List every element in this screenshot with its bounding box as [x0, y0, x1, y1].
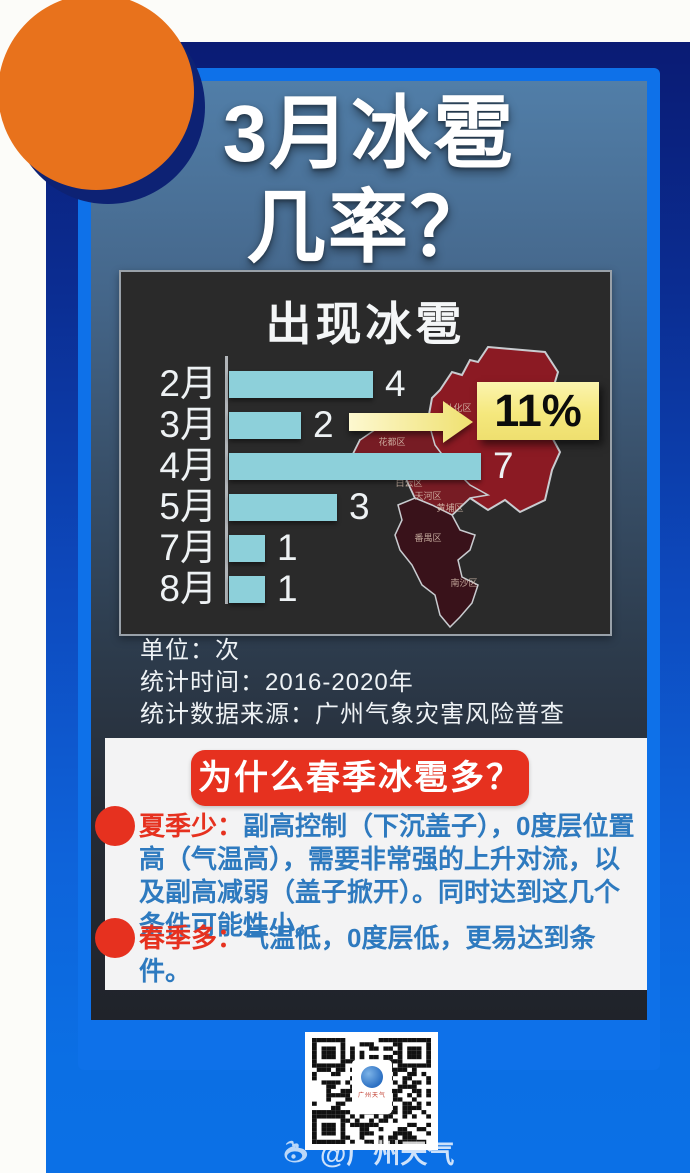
value-label: 2	[313, 404, 334, 445]
bar	[229, 412, 301, 439]
value-label: 7	[493, 445, 514, 486]
main-panel-inner: 3月冰雹 几率？ 从化区 花都区 白云区 天河区 黄埔区 番禺区 南沙区 出现冰雹 2月 4 3…	[91, 81, 647, 1020]
district-label: 白云区	[395, 477, 422, 488]
chart-axis	[225, 356, 228, 604]
value-label: 4	[385, 363, 406, 404]
value-label: 1	[277, 527, 298, 568]
value-label: 1	[277, 568, 298, 609]
category-label: 5月	[159, 486, 217, 527]
qa-question-banner: 为什么春季冰雹多？	[191, 750, 529, 806]
main-panel: 3月冰雹 几率？ 从化区 花都区 白云区 天河区 黄埔区 番禺区 南沙区 出现冰雹 2月 4 3…	[78, 68, 660, 1070]
qr-logo-label: 广州天气	[357, 1093, 386, 1099]
qa-answer-spring-lead: 春季多：	[139, 923, 244, 953]
chart-row: 8月 1	[121, 568, 601, 609]
bullet-dot-icon	[95, 918, 135, 958]
bar	[229, 371, 373, 398]
bullet-dot-icon	[95, 806, 135, 846]
category-label: 7月	[159, 527, 217, 568]
chart-row: 2月 4	[121, 363, 601, 404]
qa-answer-summer-lead: 夏季少：	[139, 811, 244, 841]
bar	[229, 535, 265, 562]
value-label: 3	[349, 486, 370, 527]
map-region-south	[394, 497, 479, 629]
qa-answer-spring-body: 气温低，0度层低，更易达到条件。	[139, 923, 596, 986]
district-label: 黄埔区	[436, 502, 463, 513]
category-label: 8月	[159, 568, 217, 609]
chart-notes: 单位：次 统计时间：2016-2020年 统计数据来源：广州气象灾害风险普查	[140, 635, 620, 731]
qa-answer-summer-body: 副高控制（下沉盖子），0度层位置高（气温高），需要非常强的上升对流，以及副高减弱…	[139, 811, 635, 940]
weibo-icon	[284, 1140, 308, 1163]
qa-panel: 为什么春季冰雹多？ 夏季少：副高控制（下沉盖子），0度层位置高（气温高），需要非…	[95, 738, 647, 990]
note-source: 统计数据来源：广州气象灾害风险普查	[140, 701, 565, 728]
highlight-value-badge: 11%	[477, 382, 599, 440]
orange-circle-decoration	[0, 0, 194, 190]
category-label: 4月	[159, 445, 217, 486]
poster-title: 3月冰雹 几率？	[91, 87, 647, 275]
category-label: 3月	[159, 404, 217, 445]
district-label: 番禺区	[414, 532, 441, 543]
watermark-text: @广州天气	[320, 1138, 455, 1169]
chart-row: 5月 3	[121, 486, 601, 527]
qr-code: 广州天气	[305, 1032, 438, 1150]
poster-title-line1: 3月冰雹	[222, 89, 516, 178]
hail-chart: 从化区 花都区 白云区 天河区 黄埔区 番禺区 南沙区 出现冰雹 2月 4 3月 2 4月 7 5月 3 7…	[119, 270, 612, 636]
qa-answer-spring: 春季多：气温低，0度层低，更易达到条件。	[139, 922, 645, 988]
note-period: 统计时间：2016-2020年	[140, 669, 414, 696]
note-unit: 单位：次	[140, 637, 240, 664]
chart-title: 出现冰雹	[265, 298, 466, 350]
category-label: 2月	[159, 363, 217, 404]
bar	[229, 576, 265, 603]
bar	[229, 494, 337, 521]
watermark: @广州天气	[282, 1134, 455, 1169]
qr-center-logo: 广州天气	[352, 1060, 392, 1114]
chart-row: 7月 1	[121, 527, 601, 568]
weather-logo-icon	[361, 1066, 383, 1088]
chart-row: 3月 2	[121, 404, 601, 445]
qa-answer-summer: 夏季少：副高控制（下沉盖子），0度层位置高（气温高），需要非常强的上升对流，以及…	[139, 810, 645, 942]
chart-row: 4月 7	[121, 445, 601, 486]
district-label: 南沙区	[450, 577, 477, 588]
bar	[229, 453, 481, 480]
district-label: 天河区	[414, 490, 441, 501]
poster-title-line2: 几率？	[246, 183, 492, 272]
